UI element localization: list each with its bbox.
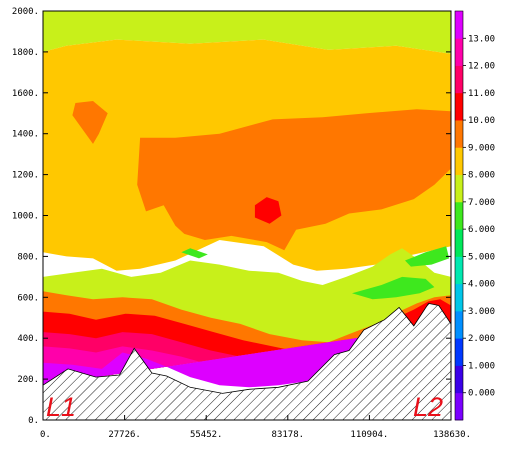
contour-region-7 [405, 246, 450, 267]
contour-region-6 [352, 276, 435, 300]
contour-region-2 [137, 109, 451, 251]
x-tick-label: 0. [40, 430, 51, 440]
colorbar-label: 0.000 [468, 389, 495, 399]
colorbar-label: 2.000 [468, 334, 495, 344]
colorbar-label: 13.00 [468, 34, 495, 44]
corner-label-right: L2 [413, 392, 443, 422]
colorbar-label: 4.000 [468, 280, 495, 290]
colorbar-label: 7.000 [468, 198, 495, 208]
contour-region-4 [254, 197, 282, 224]
x-tick-label: 138630. [433, 430, 471, 440]
colorbar-label: 10.00 [468, 116, 495, 126]
colorbar-swatch [455, 229, 463, 257]
colorbar-label: 12.00 [468, 62, 495, 72]
contour-region-0 [43, 11, 451, 54]
x-tick-label: 55452. [190, 430, 223, 440]
y-axis: 0. 200. 400. 600. 800. 1000. 1200. 1400. 1600. 18… [12, 7, 451, 426]
contour-region-3 [72, 101, 108, 144]
y-tick-label: 0. [28, 416, 39, 426]
x-tick-label: 110904. [350, 430, 388, 440]
y-tick-label: 600. [17, 293, 39, 303]
y-tick-label: 1200. [12, 171, 39, 181]
colorbar-swatch [455, 11, 463, 39]
x-tick-label: 83178. [272, 430, 305, 440]
contour-region-8 [181, 248, 208, 259]
colorbar-swatch [455, 310, 463, 339]
contour-region-13 [43, 323, 451, 388]
colorbar-swatch [455, 92, 463, 121]
y-tick-label: 2000. [12, 7, 39, 17]
colorbar-swatch [455, 256, 463, 285]
colorbar-swatch [455, 65, 463, 94]
colorbar-label: 8.000 [468, 171, 495, 181]
colorbar-swatch [455, 283, 463, 312]
colorbar-label: 5.000 [468, 252, 495, 262]
x-axis: 0. 27726. 55452. 83178. 110904. 138630. [40, 415, 471, 440]
colorbar-swatch [455, 201, 463, 230]
colorbar-label: 6.000 [468, 225, 495, 235]
terrain-hatch [43, 302, 451, 420]
corner-label-left: L1 [46, 392, 76, 422]
colorbar-label: 1.000 [468, 361, 495, 371]
colorbar-label: 11.00 [468, 89, 495, 99]
y-tick-label: 1800. [12, 48, 39, 58]
y-tick-label: 200. [17, 375, 39, 385]
colorbar-swatch [455, 120, 463, 148]
colorbar: 0.000 1.000 2.000 3.000 4.000 5.000 6.000 7.000… [454, 10, 495, 421]
colorbar-label: 9.000 [468, 143, 495, 153]
colorbar-swatch [455, 365, 463, 394]
colorbar-swatch [455, 338, 463, 366]
colorbar-label: 3.000 [468, 307, 495, 317]
colorbar-swatch [455, 38, 463, 66]
y-tick-label: 1400. [12, 130, 39, 140]
colorbar-swatch [455, 392, 463, 421]
colorbar-frame [454, 10, 464, 421]
y-tick-label: 1600. [12, 89, 39, 99]
x-tick-label: 27726. [108, 430, 141, 440]
y-tick-label: 1000. [12, 212, 39, 222]
y-tick-label: 800. [17, 252, 39, 262]
y-tick-label: 400. [17, 334, 39, 344]
colorbar-swatch [455, 147, 463, 175]
colorbar-swatch [455, 174, 463, 203]
